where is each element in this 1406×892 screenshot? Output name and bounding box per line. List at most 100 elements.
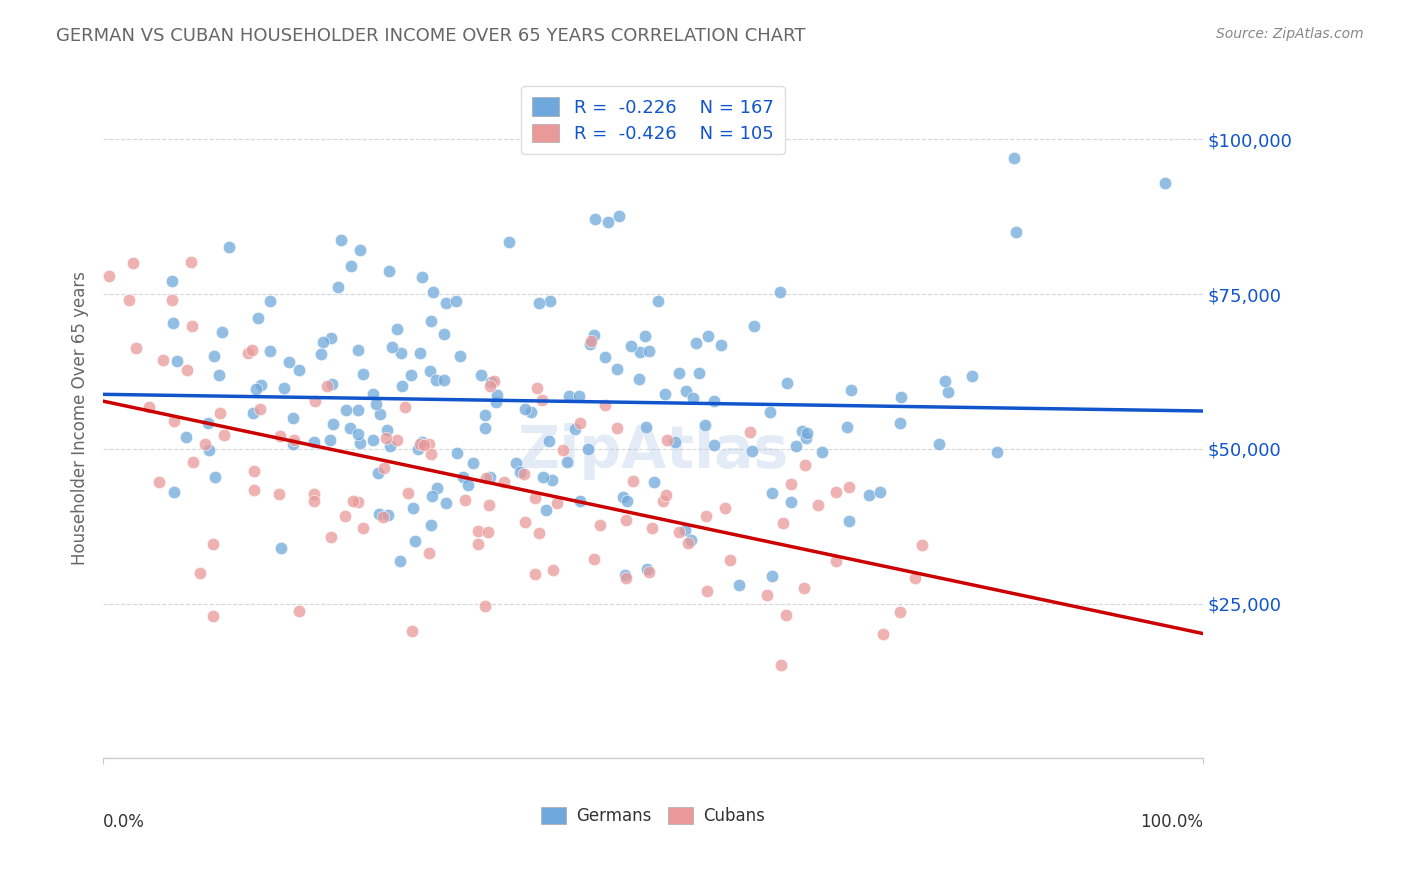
Point	[688, 367, 710, 381]
Point	[838, 480, 860, 494]
Point	[283, 411, 305, 425]
Point	[607, 209, 630, 223]
Point	[759, 405, 782, 419]
Point	[668, 367, 690, 381]
Text: 100.0%: 100.0%	[1140, 813, 1204, 830]
Point	[125, 341, 148, 355]
Point	[247, 310, 270, 325]
Point	[371, 510, 394, 524]
Point	[463, 456, 485, 470]
Point	[434, 496, 457, 510]
Point	[794, 458, 817, 473]
Point	[214, 428, 236, 442]
Point	[364, 397, 387, 411]
Point	[152, 353, 174, 368]
Point	[513, 401, 536, 416]
Point	[498, 235, 520, 249]
Point	[676, 536, 699, 550]
Point	[593, 399, 616, 413]
Y-axis label: Householder Income Over 65 years: Householder Income Over 65 years	[72, 271, 89, 565]
Point	[342, 493, 364, 508]
Point	[404, 533, 426, 548]
Point	[696, 584, 718, 599]
Point	[513, 515, 536, 529]
Point	[352, 368, 374, 382]
Point	[484, 374, 506, 388]
Point	[794, 432, 817, 446]
Point	[322, 417, 344, 431]
Point	[412, 437, 434, 451]
Point	[278, 355, 301, 369]
Point	[375, 424, 398, 438]
Point	[394, 400, 416, 414]
Point	[654, 386, 676, 401]
Point	[304, 394, 326, 409]
Point	[138, 400, 160, 414]
Point	[740, 425, 762, 439]
Point	[553, 443, 575, 458]
Point	[352, 521, 374, 535]
Point	[527, 526, 550, 541]
Point	[166, 353, 188, 368]
Point	[634, 329, 657, 343]
Point	[682, 392, 704, 406]
Point	[211, 326, 233, 340]
Point	[583, 211, 606, 226]
Point	[309, 347, 332, 361]
Point	[361, 386, 384, 401]
Point	[524, 566, 547, 581]
Point	[713, 501, 735, 516]
Point	[612, 490, 634, 504]
Point	[685, 335, 707, 350]
Point	[534, 502, 557, 516]
Point	[188, 566, 211, 580]
Point	[454, 493, 477, 508]
Point	[664, 434, 686, 449]
Text: 0.0%: 0.0%	[103, 813, 145, 830]
Point	[380, 439, 402, 453]
Point	[208, 406, 231, 420]
Point	[693, 417, 716, 432]
Point	[281, 437, 304, 451]
Point	[202, 537, 225, 551]
Point	[628, 345, 651, 359]
Point	[420, 447, 443, 461]
Point	[202, 349, 225, 363]
Point	[349, 243, 371, 257]
Point	[283, 434, 305, 448]
Point	[614, 568, 637, 582]
Point	[538, 293, 561, 308]
Point	[387, 434, 409, 448]
Point	[287, 363, 309, 377]
Point	[1153, 176, 1175, 190]
Point	[890, 390, 912, 404]
Point	[838, 514, 860, 528]
Point	[718, 553, 741, 567]
Point	[779, 476, 801, 491]
Point	[668, 524, 690, 539]
Point	[368, 407, 391, 421]
Point	[761, 569, 783, 583]
Point	[422, 285, 444, 299]
Point	[772, 516, 794, 531]
Point	[869, 484, 891, 499]
Point	[824, 554, 846, 568]
Point	[581, 334, 603, 349]
Point	[475, 471, 498, 485]
Point	[402, 501, 425, 516]
Text: GERMAN VS CUBAN HOUSEHOLDER INCOME OVER 65 YEARS CORRELATION CHART: GERMAN VS CUBAN HOUSEHOLDER INCOME OVER …	[56, 27, 806, 45]
Point	[242, 483, 264, 497]
Point	[245, 382, 267, 396]
Point	[779, 495, 801, 509]
Point	[583, 552, 606, 566]
Point	[347, 403, 370, 417]
Point	[426, 481, 449, 495]
Point	[492, 475, 515, 490]
Point	[453, 470, 475, 484]
Point	[643, 475, 665, 490]
Point	[911, 538, 934, 552]
Point	[614, 513, 637, 527]
Point	[335, 403, 357, 417]
Point	[546, 495, 568, 509]
Point	[420, 314, 443, 328]
